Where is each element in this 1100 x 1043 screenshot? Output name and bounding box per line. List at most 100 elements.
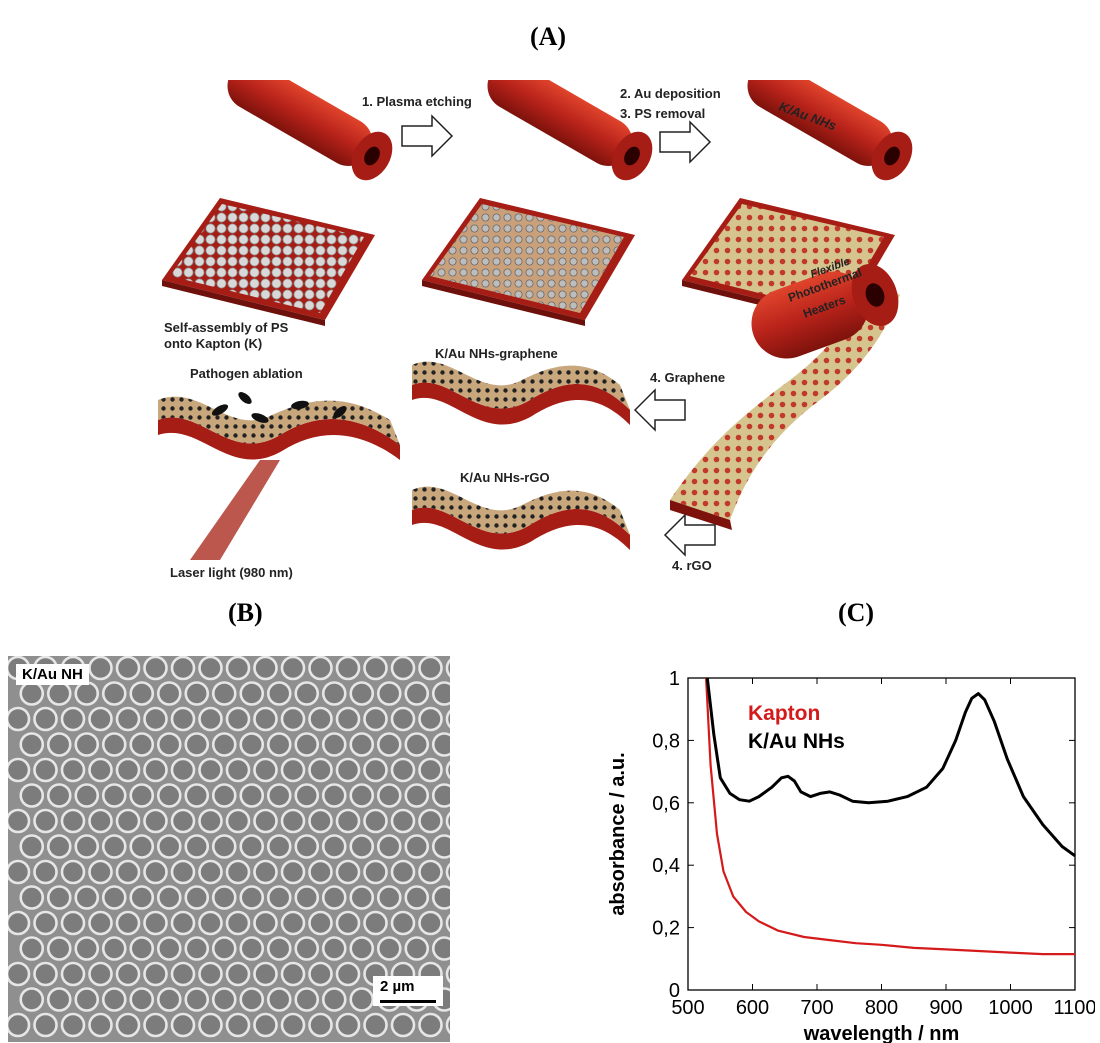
step2-label: 2. Au deposition — [620, 86, 721, 101]
nanohole — [103, 683, 125, 705]
nanohole — [323, 938, 345, 960]
nanohole — [213, 989, 235, 1011]
nanohole — [241, 734, 263, 756]
nanohole — [48, 938, 70, 960]
nanohole — [8, 759, 29, 781]
x-axis-label: wavelength / nm — [803, 1023, 960, 1043]
step3-label: 3. PS removal — [620, 106, 705, 121]
nanohole — [186, 683, 208, 705]
nanohole — [268, 683, 290, 705]
nanohole — [296, 989, 318, 1011]
nanohole — [296, 938, 318, 960]
nanohole — [378, 785, 400, 807]
panel-letter-b: (B) — [228, 598, 263, 628]
sem-sample-label: K/Au NH — [16, 664, 89, 685]
nanohole — [103, 989, 125, 1011]
nanohole — [447, 963, 450, 985]
nanohole — [200, 912, 222, 934]
nanohole — [200, 759, 222, 781]
nanohole — [406, 836, 428, 858]
sheet-rgo — [412, 487, 630, 550]
nanohole — [447, 657, 450, 679]
sheet-ps-assembly — [162, 80, 401, 326]
legend-entry: K/Au NHs — [748, 730, 845, 753]
panel-letter-c: (C) — [838, 598, 874, 628]
nanohole — [48, 734, 70, 756]
nanohole — [337, 810, 359, 832]
nanohole — [392, 1014, 414, 1036]
nanohole — [200, 1014, 222, 1036]
nanohole — [351, 989, 373, 1011]
nanohole — [282, 963, 304, 985]
nanohole — [131, 938, 153, 960]
nanohole — [158, 989, 180, 1011]
self-assembly-label-line2: onto Kapton (K) — [164, 336, 262, 351]
nanohole — [131, 887, 153, 909]
step1-label: 1. Plasma etching — [362, 94, 472, 109]
nanohole — [310, 759, 332, 781]
nanohole — [406, 734, 428, 756]
nanohole — [227, 759, 249, 781]
nanohole — [62, 912, 84, 934]
nanohole — [241, 887, 263, 909]
nanohole — [76, 683, 98, 705]
nanohole — [158, 887, 180, 909]
y-tick-label: 0,4 — [652, 855, 680, 877]
nanohole — [131, 989, 153, 1011]
nanohole — [172, 1014, 194, 1036]
nanohole — [296, 836, 318, 858]
y-tick-label: 0,6 — [652, 793, 680, 815]
nanohole — [90, 963, 112, 985]
sheet-graphene — [412, 362, 630, 425]
nanohole — [282, 657, 304, 679]
nanohole — [76, 836, 98, 858]
nanohole — [365, 657, 387, 679]
scale-bar — [380, 1000, 436, 1003]
nanohole — [62, 759, 84, 781]
nanohole — [131, 734, 153, 756]
nanohole — [268, 938, 290, 960]
nanohole — [35, 708, 57, 730]
sem-micrograph: K/Au NH 2 µm — [8, 656, 450, 1042]
scale-bar-label: 2 µm — [380, 978, 415, 995]
nanohole — [62, 1014, 84, 1036]
nanohole — [213, 836, 235, 858]
nanohole — [8, 810, 29, 832]
nanohole — [213, 938, 235, 960]
nanohole — [378, 734, 400, 756]
nanohole — [76, 989, 98, 1011]
nanohole — [76, 887, 98, 909]
nanohole — [131, 785, 153, 807]
nanohole — [103, 887, 125, 909]
y-tick-label: 1 — [669, 668, 680, 690]
laser-label: Laser light (980 nm) — [170, 565, 293, 580]
nanohole — [392, 810, 414, 832]
nanohole — [35, 759, 57, 781]
nanohole — [420, 810, 442, 832]
nanohole — [213, 683, 235, 705]
nanohole — [158, 734, 180, 756]
nanohole — [200, 810, 222, 832]
nanohole — [392, 708, 414, 730]
nanohole — [282, 759, 304, 781]
nanohole — [200, 708, 222, 730]
x-tick-label: 700 — [800, 997, 833, 1019]
nanohole — [296, 887, 318, 909]
nanohole — [268, 734, 290, 756]
nanohole — [103, 734, 125, 756]
nanohole — [35, 1014, 57, 1036]
nanohole — [48, 989, 70, 1011]
nanohole — [8, 1014, 29, 1036]
nanohole — [255, 759, 277, 781]
nanohole — [172, 708, 194, 730]
nanohole — [365, 759, 387, 781]
rgo-sheet-label: K/Au NHs-rGO — [460, 470, 550, 485]
legend-entry: Kapton — [748, 702, 820, 725]
nanohole — [433, 887, 450, 909]
arrow-right-icon — [402, 116, 452, 156]
nanohole — [337, 657, 359, 679]
nanohole — [200, 657, 222, 679]
nanohole — [310, 861, 332, 883]
nanohole — [21, 989, 43, 1011]
nanohole — [131, 836, 153, 858]
